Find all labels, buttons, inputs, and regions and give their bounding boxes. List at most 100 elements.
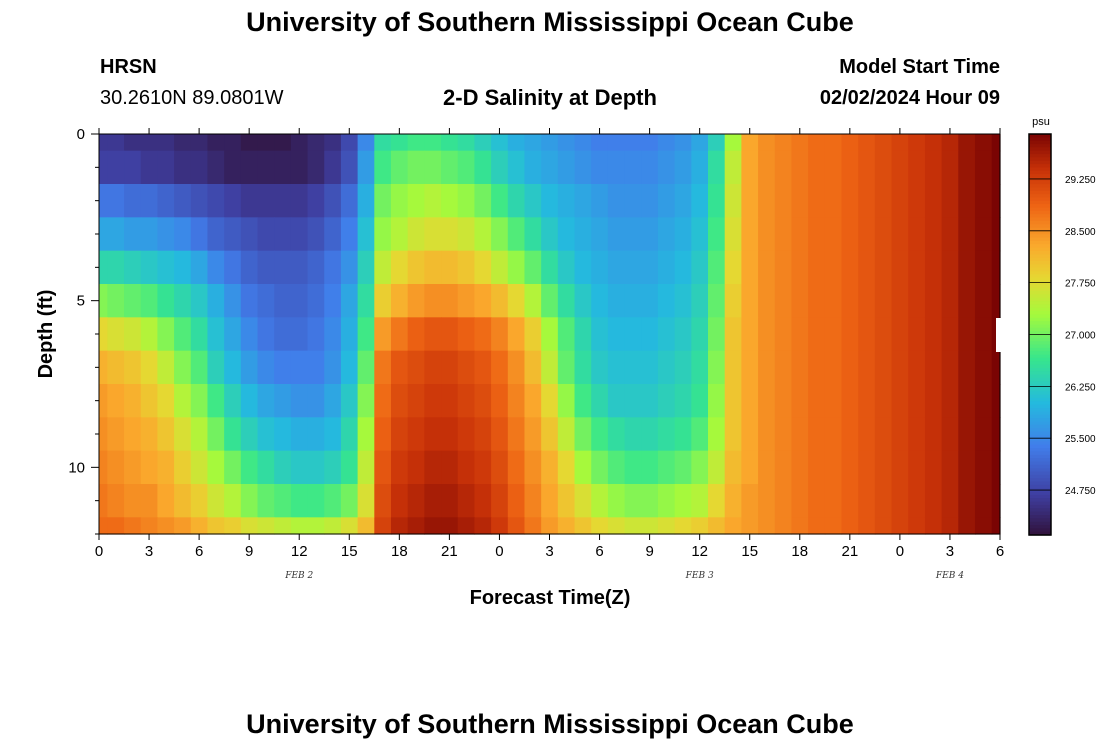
heatmap-cell <box>407 384 425 418</box>
x-tick-label: 3 <box>545 543 553 560</box>
heatmap-cell <box>507 484 526 518</box>
heatmap-cell <box>190 134 209 152</box>
heatmap-cell <box>574 417 592 452</box>
heatmap-cell <box>524 150 542 185</box>
x-tick-label: 0 <box>95 543 103 560</box>
heatmap-cell <box>124 417 142 452</box>
heatmap-cell <box>541 284 559 318</box>
colorbar-swatch <box>1029 267 1051 272</box>
heatmap-cell <box>657 184 676 218</box>
colorbar-swatch <box>1029 361 1051 366</box>
colorbar-swatch <box>1029 214 1051 219</box>
heatmap-cell <box>891 317 909 352</box>
heatmap-cell <box>758 517 776 535</box>
heatmap-cell <box>441 417 459 452</box>
colorbar-swatch <box>1029 331 1051 336</box>
heatmap-cell <box>891 150 909 185</box>
heatmap-cell <box>908 350 926 385</box>
heatmap-cell <box>641 184 659 218</box>
heatmap-cell <box>174 417 192 452</box>
heatmap-cell <box>407 517 425 535</box>
heatmap-cell <box>791 517 809 535</box>
heatmap-cell <box>607 134 626 152</box>
heatmap-cell <box>607 250 626 285</box>
heatmap-cell <box>624 150 642 185</box>
heatmap-cell <box>541 317 559 352</box>
colorbar-swatch <box>1029 354 1051 359</box>
colorbar-swatch <box>1029 367 1051 372</box>
heatmap-cell <box>941 450 959 485</box>
heatmap-cell <box>874 417 893 452</box>
colorbar-swatch <box>1029 277 1051 282</box>
heatmap-cell <box>140 484 158 518</box>
heatmap-cell <box>374 484 392 518</box>
heatmap-cell <box>474 284 492 318</box>
heatmap-cell <box>991 217 1001 252</box>
heatmap-cell <box>441 450 459 485</box>
colorbar-swatch <box>1029 234 1051 239</box>
colorbar-swatch <box>1029 451 1051 456</box>
heatmap-cell <box>357 450 375 485</box>
heatmap-cell <box>257 134 275 152</box>
colorbar-swatch <box>1029 200 1051 205</box>
heatmap-cell <box>124 384 142 418</box>
heatmap-cell <box>624 284 642 318</box>
heatmap-cell <box>674 284 692 318</box>
heatmap-cell <box>491 250 509 285</box>
colorbar-swatch <box>1029 377 1051 382</box>
heatmap-cell <box>674 134 692 152</box>
heatmap-cell <box>674 484 692 518</box>
heatmap-cell <box>758 350 776 385</box>
heatmap-cell <box>491 484 509 518</box>
heatmap-cell <box>140 184 158 218</box>
heatmap-cell <box>507 317 526 352</box>
heatmap-cell <box>924 384 943 418</box>
heatmap-cell <box>107 384 125 418</box>
heatmap-cell <box>374 450 392 485</box>
heatmap-cell <box>824 284 843 318</box>
heatmap-cell <box>808 184 826 218</box>
heatmap-cell <box>891 384 909 418</box>
heatmap-cell <box>708 484 726 518</box>
heatmap-cell <box>290 484 309 518</box>
heatmap-cell <box>274 317 292 352</box>
heatmap-cell <box>99 217 108 252</box>
heatmap-cell <box>474 350 492 385</box>
colorbar-swatch <box>1029 514 1051 519</box>
colorbar-swatch <box>1029 408 1051 412</box>
heatmap-cell <box>974 417 993 452</box>
heatmap-cell <box>357 350 375 385</box>
heatmap-cell <box>741 184 759 218</box>
heatmap-cell <box>974 134 993 152</box>
heatmap-cell <box>774 134 793 152</box>
colorbar-swatch <box>1029 220 1051 225</box>
colorbar-swatch <box>1029 344 1051 349</box>
heatmap-cell <box>791 317 809 352</box>
heatmap-cell <box>140 384 158 418</box>
colorbar-swatch <box>1029 374 1051 379</box>
colorbar-tick-label: 27.750 <box>1065 279 1096 290</box>
heatmap-cell <box>240 134 259 152</box>
heatmap-cell <box>290 417 309 452</box>
heatmap-cell <box>107 134 125 152</box>
heatmap-cell <box>958 150 976 185</box>
heatmap-cell <box>340 384 359 418</box>
colorbar-swatch <box>1029 137 1051 142</box>
heatmap-cell <box>724 517 742 535</box>
heatmap-cell <box>758 134 776 152</box>
heatmap-cell <box>574 317 592 352</box>
heatmap-cell <box>724 150 742 185</box>
heatmap-cell <box>224 517 242 535</box>
heatmap-cell <box>841 417 859 452</box>
heatmap-cell <box>991 250 1001 285</box>
heatmap-cell <box>724 417 742 452</box>
colorbar-swatch <box>1029 438 1051 443</box>
heatmap-cell <box>758 184 776 218</box>
heatmap-cell <box>908 184 926 218</box>
heatmap-cell <box>824 134 843 152</box>
date-label: FEB 3 <box>685 571 714 581</box>
heatmap-cell <box>808 384 826 418</box>
colorbar-swatch <box>1029 441 1051 446</box>
heatmap-cell <box>541 484 559 518</box>
heatmap-cell <box>941 150 959 185</box>
